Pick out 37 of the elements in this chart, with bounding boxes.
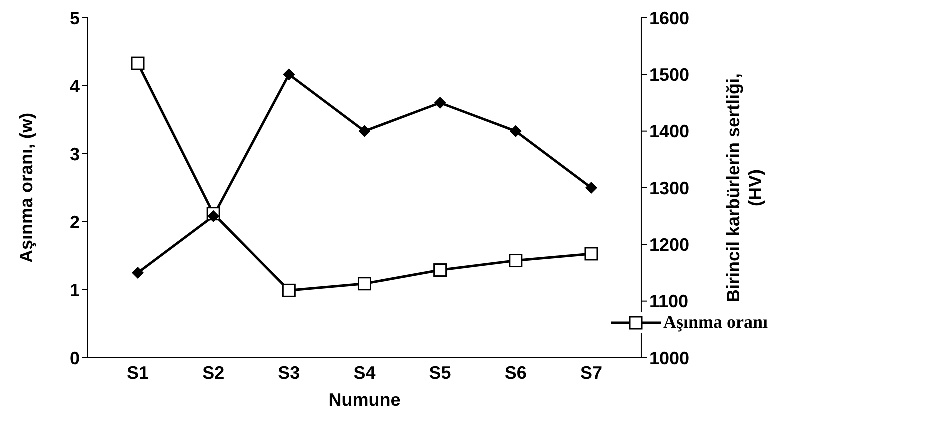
y2-tick-label: 1200: [649, 235, 690, 256]
x-tick-label: S6: [504, 362, 527, 383]
point: [282, 284, 296, 298]
y-tick-label: 0: [70, 348, 80, 368]
point: [510, 125, 522, 138]
point: [283, 68, 296, 81]
point: [208, 210, 220, 222]
x-axis-title: Numune: [328, 390, 401, 410]
y2-tick-label: 1000: [649, 348, 690, 368]
y2-tick-label: 1400: [649, 122, 690, 142]
y-tick-label: 1: [70, 280, 80, 300]
y-tick-label: 2: [70, 212, 80, 232]
y-tick-label: 4: [70, 76, 80, 96]
point: [358, 277, 372, 291]
y-tick-label: 3: [70, 144, 80, 164]
y-tick-label: 5: [70, 8, 80, 28]
legend-label: Aşınma oranı: [663, 312, 768, 333]
point: [584, 247, 598, 261]
y2-axis-title: Birincil karbürlerin sertliği, (HV): [723, 73, 766, 303]
point: [132, 267, 144, 279]
y2-tick-label: 1500: [649, 65, 690, 86]
x-tick-label: S2: [202, 362, 225, 383]
x-tick-label: S1: [126, 362, 150, 383]
x-tick-label: S4: [354, 362, 376, 383]
point: [434, 97, 446, 109]
point: [131, 56, 145, 70]
point: [358, 125, 371, 138]
point: [509, 254, 523, 268]
y2-tick-label: 1600: [649, 8, 690, 28]
y2-tick-label: 1300: [649, 178, 690, 198]
x-tick-label: S5: [429, 362, 452, 383]
y2-tick-label: 1100: [649, 292, 689, 312]
x-tick-label: S3: [278, 362, 300, 383]
point: [585, 182, 598, 194]
point: [434, 264, 448, 278]
y-axis-title: Aşınma oranı, (w): [16, 112, 36, 264]
x-tick-label: S7: [580, 362, 602, 383]
